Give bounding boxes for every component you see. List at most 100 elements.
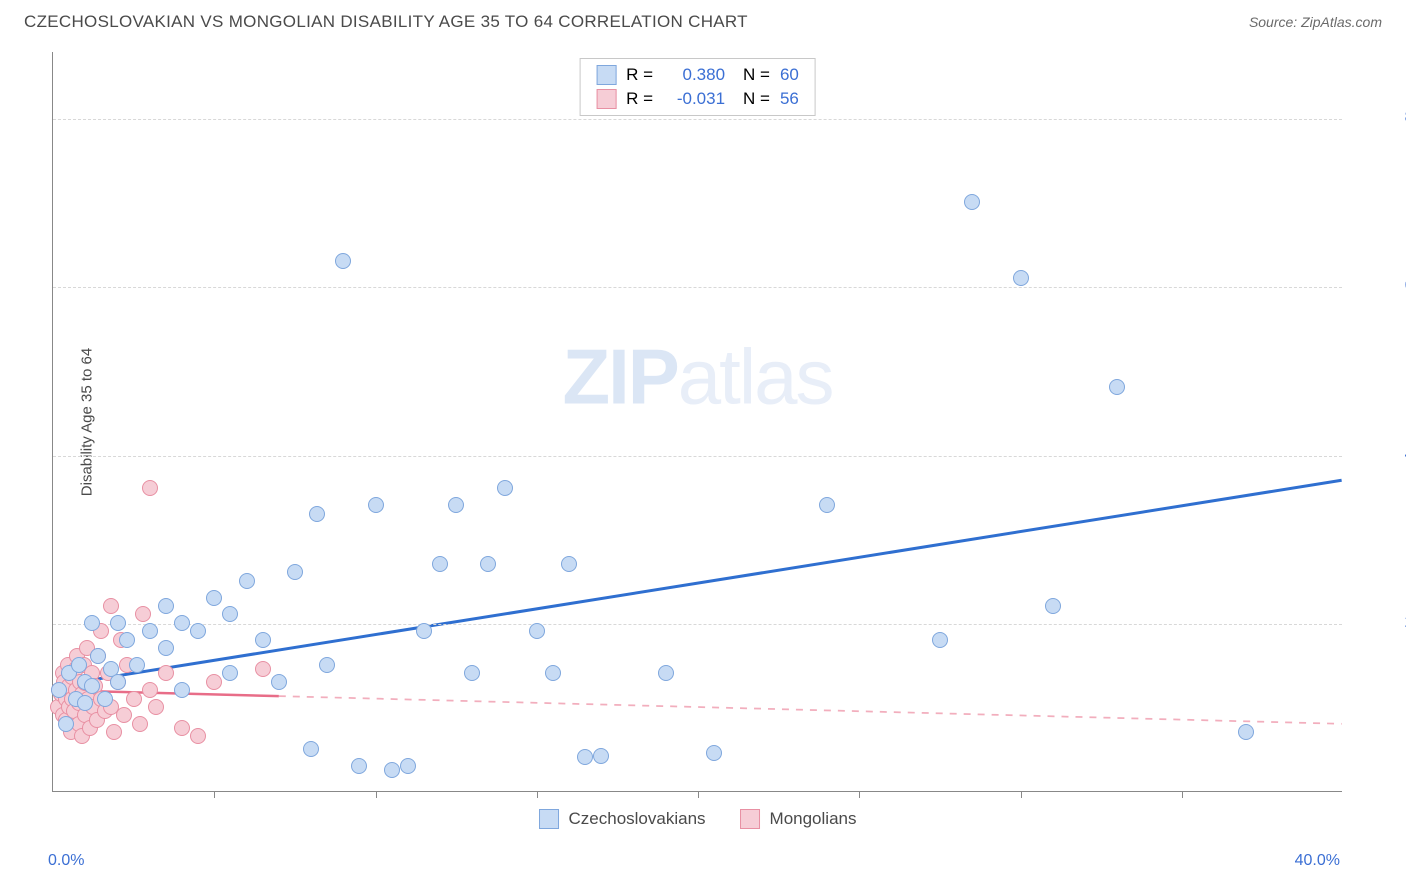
data-point <box>529 623 545 639</box>
data-point <box>658 665 674 681</box>
swatch-series2 <box>596 89 616 109</box>
data-point <box>71 657 87 673</box>
data-point <box>309 506 325 522</box>
data-point <box>480 556 496 572</box>
data-point <box>119 632 135 648</box>
x-axis-max-label: 40.0% <box>1295 852 1340 870</box>
data-point <box>400 758 416 774</box>
y-axis-label: Disability Age 35 to 64 <box>79 347 96 495</box>
x-tick <box>376 791 377 798</box>
data-point <box>964 194 980 210</box>
legend-label-series1: Czechoslovakians <box>569 809 706 829</box>
source-credit: Source: ZipAtlas.com <box>1249 14 1382 30</box>
r-value-series2: -0.031 <box>663 89 725 109</box>
data-point <box>497 480 513 496</box>
data-point <box>132 716 148 732</box>
data-point <box>222 665 238 681</box>
data-point <box>190 728 206 744</box>
n-value-series1: 60 <box>780 65 799 85</box>
n-label: N = <box>743 65 770 85</box>
stats-legend: R = 0.380 N = 60 R = -0.031 N = 56 <box>579 58 816 116</box>
data-point <box>158 665 174 681</box>
data-point <box>84 615 100 631</box>
x-tick <box>537 791 538 798</box>
source-name: ZipAtlas.com <box>1301 14 1382 30</box>
data-point <box>103 598 119 614</box>
data-point <box>51 682 67 698</box>
data-point <box>110 674 126 690</box>
data-point <box>577 749 593 765</box>
data-point <box>239 573 255 589</box>
data-point <box>593 748 609 764</box>
data-point <box>106 724 122 740</box>
source-prefix: Source: <box>1249 14 1301 30</box>
x-tick <box>1021 791 1022 798</box>
chart-title: CZECHOSLOVAKIAN VS MONGOLIAN DISABILITY … <box>24 12 748 32</box>
data-point <box>319 657 335 673</box>
x-tick <box>859 791 860 798</box>
data-point <box>58 716 74 732</box>
series-legend: Czechoslovakians Mongolians <box>539 809 857 829</box>
x-tick <box>214 791 215 798</box>
gridline-h <box>53 624 1342 625</box>
data-point <box>351 758 367 774</box>
r-value-series1: 0.380 <box>663 65 725 85</box>
data-point <box>148 699 164 715</box>
data-point <box>129 657 145 673</box>
gridline-h <box>53 456 1342 457</box>
gridline-h <box>53 287 1342 288</box>
r-label: R = <box>626 89 653 109</box>
header: CZECHOSLOVAKIAN VS MONGOLIAN DISABILITY … <box>0 0 1406 40</box>
data-point <box>384 762 400 778</box>
legend-item-series1: Czechoslovakians <box>539 809 706 829</box>
data-point <box>271 674 287 690</box>
data-point <box>255 632 271 648</box>
r-label: R = <box>626 65 653 85</box>
legend-label-series2: Mongolians <box>770 809 857 829</box>
data-point <box>706 745 722 761</box>
plot-region: ZIPatlas R = 0.380 N = 60 R = -0.031 N =… <box>52 52 1342 792</box>
chart-area: ZIPatlas R = 0.380 N = 60 R = -0.031 N =… <box>52 52 1392 838</box>
data-point <box>174 615 190 631</box>
data-point <box>116 707 132 723</box>
trend-lines <box>53 52 1342 791</box>
legend-item-series2: Mongolians <box>740 809 857 829</box>
x-axis-min-label: 0.0% <box>48 852 84 870</box>
data-point <box>819 497 835 513</box>
x-tick <box>1182 791 1183 798</box>
n-label: N = <box>743 89 770 109</box>
data-point <box>206 674 222 690</box>
data-point <box>222 606 238 622</box>
data-point <box>77 695 93 711</box>
trendline-dashed <box>279 696 1342 724</box>
data-point <box>142 623 158 639</box>
data-point <box>126 691 142 707</box>
gridline-h <box>53 119 1342 120</box>
data-point <box>287 564 303 580</box>
data-point <box>158 598 174 614</box>
data-point <box>255 661 271 677</box>
legend-swatch-series2 <box>740 809 760 829</box>
data-point <box>545 665 561 681</box>
x-tick <box>698 791 699 798</box>
data-point <box>1045 598 1061 614</box>
data-point <box>190 623 206 639</box>
data-point <box>561 556 577 572</box>
swatch-series1 <box>596 65 616 85</box>
data-point <box>90 648 106 664</box>
data-point <box>368 497 384 513</box>
legend-swatch-series1 <box>539 809 559 829</box>
data-point <box>1238 724 1254 740</box>
data-point <box>335 253 351 269</box>
data-point <box>932 632 948 648</box>
data-point <box>448 497 464 513</box>
data-point <box>303 741 319 757</box>
data-point <box>1109 379 1125 395</box>
data-point <box>464 665 480 681</box>
stats-row-series1: R = 0.380 N = 60 <box>580 63 815 87</box>
data-point <box>84 678 100 694</box>
data-point <box>158 640 174 656</box>
data-point <box>174 682 190 698</box>
data-point <box>135 606 151 622</box>
n-value-series2: 56 <box>780 89 799 109</box>
